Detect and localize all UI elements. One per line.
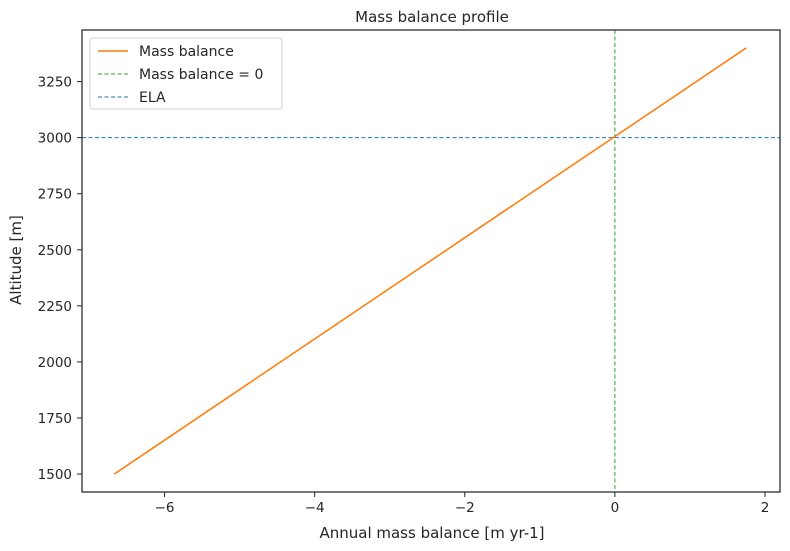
legend-box (89, 37, 283, 110)
axis-ticks: −6 −4 −2 0 2 1500 1750 2000 2250 2500 2750 3000 3250 (38, 75, 770, 516)
chart-title: Mass balance profile (355, 8, 509, 26)
x-tick-label: 0 (611, 500, 620, 516)
x-tick-label: −6 (155, 500, 175, 516)
legend: Mass balance Mass balance = 0 ELA (89, 37, 283, 110)
x-axis-title: Annual mass balance [m yr-1] (319, 524, 544, 542)
y-tick-label: 2250 (38, 299, 72, 315)
x-tick-label: −4 (305, 500, 325, 516)
legend-label-ela: ELA (139, 90, 166, 106)
y-tick-label: 2500 (38, 243, 72, 259)
x-tick-label: 2 (761, 500, 770, 516)
y-tick-label: 1750 (38, 411, 72, 427)
y-tick-label: 2000 (38, 355, 72, 371)
y-tick-label: 3000 (38, 131, 72, 147)
legend-label-mass-balance: Mass balance (139, 44, 234, 60)
legend-label-mass-balance-zero: Mass balance = 0 (139, 67, 263, 83)
y-tick-label: 2750 (38, 187, 72, 203)
y-tick-label: 1500 (38, 467, 72, 483)
y-axis-title: Altitude [m] (7, 215, 25, 305)
series-line-mass-balance (113, 47, 747, 475)
plot-frame (81, 29, 781, 493)
plot-area (81, 29, 781, 493)
y-tick-label: 3250 (38, 75, 72, 91)
x-tick-label: −2 (455, 500, 475, 516)
